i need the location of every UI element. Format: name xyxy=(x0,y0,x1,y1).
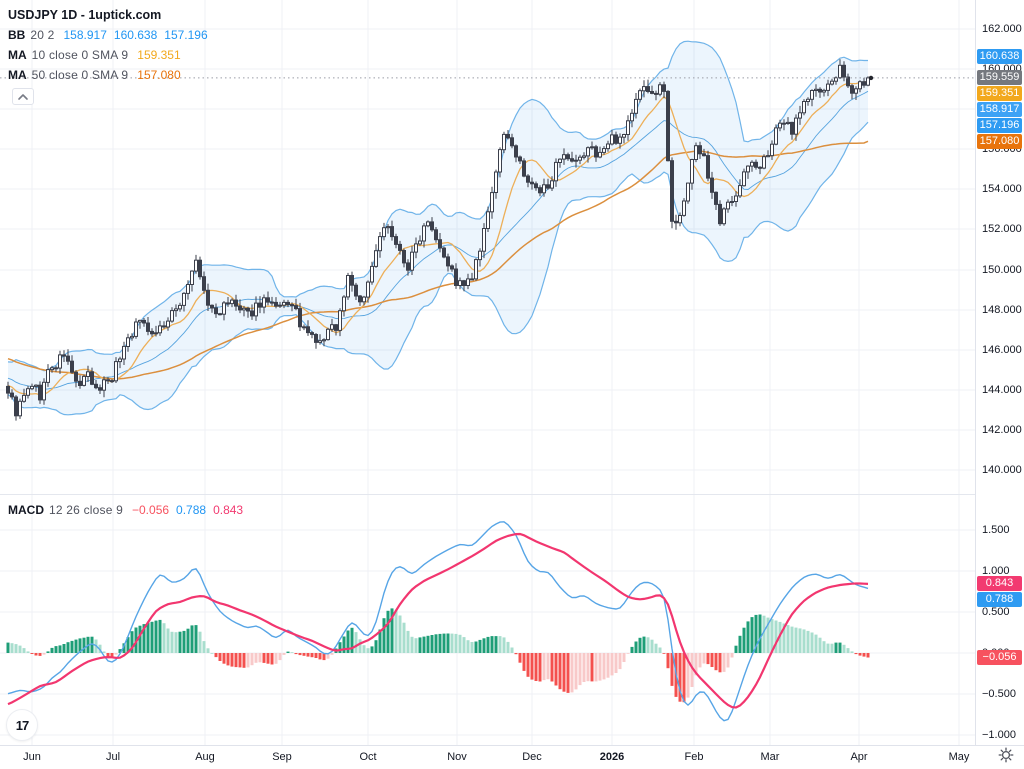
time-axis-tick: Feb xyxy=(684,751,704,763)
axis-tick-label: 1.000 xyxy=(982,565,1010,577)
time-axis-tick: Dec xyxy=(522,751,542,763)
macd-hist-value: −0.056 xyxy=(132,503,170,517)
indicator-row-bb[interactable]: BB 20 2 158.917 160.638 157.196 xyxy=(8,25,215,45)
pane-separator[interactable] xyxy=(0,494,1024,495)
time-axis-tick: Jul xyxy=(105,751,121,763)
time-axis-tick: Jun xyxy=(23,751,41,763)
bb-indicator-name: BB xyxy=(8,28,26,42)
axis-badge-hist: −0.056 xyxy=(977,650,1022,666)
axis-badge-last-price: 159.559 xyxy=(977,70,1022,86)
axis-tick-label: 148.000 xyxy=(982,304,1022,316)
axis-tick-label: −1.000 xyxy=(982,729,1016,741)
candles xyxy=(6,59,870,421)
legend-macd: MACD 12 26 close 9 −0.056 0.788 0.843 xyxy=(8,500,250,520)
axis-tick-label: 144.000 xyxy=(982,384,1022,396)
time-axis-tick: Apr xyxy=(850,751,868,763)
chevron-up-icon xyxy=(18,93,28,100)
legend-collapse-button[interactable] xyxy=(12,88,34,105)
bollinger-bands xyxy=(7,40,869,416)
time-axis-tick: Mar xyxy=(760,751,780,763)
axis-badge-macd: 0.788 xyxy=(977,592,1022,608)
axis-tick-label: 142.000 xyxy=(982,424,1022,436)
time-axis-tick: Nov xyxy=(447,751,467,763)
indicator-row-ma10[interactable]: MA 10 close 0 SMA 9 159.351 xyxy=(8,45,215,65)
axis-badge-bb-upper: 160.638 xyxy=(977,48,1022,64)
bb-indicator-params: 20 2 xyxy=(30,28,55,42)
price-axis[interactable]: 162.000160.000158.000156.000154.000152.0… xyxy=(975,0,1024,745)
ma10-indicator-params: 10 close 0 SMA 9 xyxy=(31,48,129,62)
bb-upper-value: 160.638 xyxy=(113,28,158,42)
tradingview-logo[interactable]: 17 xyxy=(6,709,38,741)
ma10-indicator-name: MA xyxy=(8,48,27,62)
macd-line-value: 0.788 xyxy=(176,503,207,517)
axis-badge-ma10: 159.351 xyxy=(977,86,1022,102)
axis-tick-label: 154.000 xyxy=(982,183,1022,195)
symbol-title[interactable]: USDJPY 1D - 1uptick.com xyxy=(8,7,162,22)
time-axis-tick: Oct xyxy=(359,751,377,763)
macd-signal-value: 0.843 xyxy=(213,503,244,517)
axis-badge-signal: 0.843 xyxy=(977,576,1022,592)
axis-tick-label: −0.500 xyxy=(982,688,1016,700)
time-axis[interactable]: Jun Jul Aug Sep Oct Nov Dec 2026 Feb Mar Apr May xyxy=(0,745,1024,769)
axis-badge-bb-lower: 157.196 xyxy=(977,118,1022,134)
time-axis-tick: Sep xyxy=(272,751,292,763)
axis-tick-label: 152.000 xyxy=(982,223,1022,235)
axis-badge-ma50: 157.080 xyxy=(977,134,1022,150)
macd-lines xyxy=(7,521,869,722)
time-axis-tick: 2026 xyxy=(599,751,625,763)
gear-icon xyxy=(998,747,1014,763)
time-axis-tick: May xyxy=(948,751,970,763)
ma50-value: 157.080 xyxy=(137,68,181,82)
macd-indicator-name: MACD xyxy=(8,503,44,517)
axis-tick-label: 0.500 xyxy=(982,606,1010,618)
axis-settings-button[interactable] xyxy=(997,747,1015,765)
axis-tick-label: 150.000 xyxy=(982,264,1022,276)
bb-lower-value: 157.196 xyxy=(164,28,208,42)
ma50-indicator-params: 50 close 0 SMA 9 xyxy=(31,68,129,82)
time-axis-tick: Aug xyxy=(195,751,215,763)
macd-histogram xyxy=(6,608,870,703)
bb-basis-value: 158.917 xyxy=(63,28,107,42)
axis-tick-label: 140.000 xyxy=(982,464,1022,476)
current-price-line xyxy=(0,75,975,81)
ma10-value: 159.351 xyxy=(137,48,181,62)
axis-tick-label: 162.000 xyxy=(982,23,1022,35)
indicator-row-ma50[interactable]: MA 50 close 0 SMA 9 157.080 xyxy=(8,65,215,85)
macd-indicator-params: 12 26 close 9 xyxy=(49,503,123,517)
indicator-row-macd[interactable]: MACD 12 26 close 9 −0.056 0.788 0.843 xyxy=(8,500,250,520)
axis-tick-label: 146.000 xyxy=(982,344,1022,356)
ma50-indicator-name: MA xyxy=(8,68,27,82)
legend-main: USDJPY 1D - 1uptick.com BB 20 2 158.917 … xyxy=(8,4,215,105)
axis-badge-bb-basis: 158.917 xyxy=(977,102,1022,118)
axis-tick-label: 1.500 xyxy=(982,524,1010,536)
